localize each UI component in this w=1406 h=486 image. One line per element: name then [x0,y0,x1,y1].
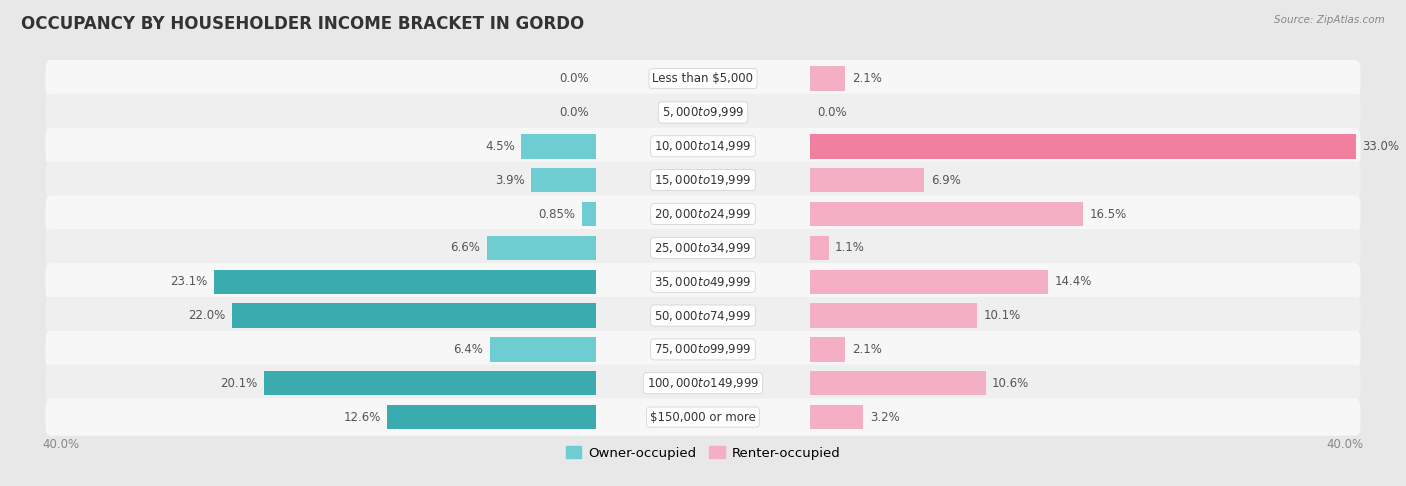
Bar [522,134,596,158]
FancyBboxPatch shape [45,195,1361,233]
Bar [810,405,863,429]
Bar [810,270,1049,294]
Bar [810,337,845,362]
Text: 10.1%: 10.1% [984,309,1021,322]
Text: $20,000 to $24,999: $20,000 to $24,999 [654,207,752,221]
Text: 3.9%: 3.9% [495,174,524,187]
Text: $10,000 to $14,999: $10,000 to $14,999 [654,139,752,153]
Text: Less than $5,000: Less than $5,000 [652,72,754,85]
Text: 33.0%: 33.0% [1362,140,1399,153]
Text: 6.6%: 6.6% [450,242,479,254]
FancyBboxPatch shape [45,399,1361,436]
Text: 14.4%: 14.4% [1054,275,1092,288]
Bar [810,134,1355,158]
Text: $100,000 to $149,999: $100,000 to $149,999 [647,376,759,390]
Bar [810,168,924,192]
Text: 20.1%: 20.1% [219,377,257,390]
FancyBboxPatch shape [45,364,1361,402]
FancyBboxPatch shape [45,263,1361,300]
Text: 0.0%: 0.0% [817,106,846,119]
Text: 1.1%: 1.1% [835,242,865,254]
Text: 3.2%: 3.2% [870,411,900,424]
Text: OCCUPANCY BY HOUSEHOLDER INCOME BRACKET IN GORDO: OCCUPANCY BY HOUSEHOLDER INCOME BRACKET … [21,15,585,33]
Bar [531,168,596,192]
Text: $5,000 to $9,999: $5,000 to $9,999 [662,105,744,120]
Text: 16.5%: 16.5% [1090,208,1126,221]
Text: $15,000 to $19,999: $15,000 to $19,999 [654,173,752,187]
Text: $25,000 to $34,999: $25,000 to $34,999 [654,241,752,255]
Text: 0.0%: 0.0% [560,72,589,85]
FancyBboxPatch shape [45,128,1361,165]
Legend: Owner-occupied, Renter-occupied: Owner-occupied, Renter-occupied [560,441,846,465]
Text: $75,000 to $99,999: $75,000 to $99,999 [654,343,752,356]
Bar [810,67,845,91]
Bar [810,371,986,396]
Bar [810,303,977,328]
Text: 0.0%: 0.0% [560,106,589,119]
Text: $50,000 to $74,999: $50,000 to $74,999 [654,309,752,323]
Text: 40.0%: 40.0% [1327,438,1364,451]
Text: 22.0%: 22.0% [188,309,225,322]
Bar [810,202,1083,226]
Bar [388,405,596,429]
Bar [486,236,596,260]
Bar [214,270,596,294]
Bar [582,202,596,226]
Text: 40.0%: 40.0% [42,438,79,451]
Text: Source: ZipAtlas.com: Source: ZipAtlas.com [1274,15,1385,25]
FancyBboxPatch shape [45,161,1361,199]
FancyBboxPatch shape [45,297,1361,334]
Bar [232,303,596,328]
Bar [263,371,596,396]
Text: 2.1%: 2.1% [852,343,882,356]
Text: 6.4%: 6.4% [453,343,484,356]
Text: $35,000 to $49,999: $35,000 to $49,999 [654,275,752,289]
Text: 2.1%: 2.1% [852,72,882,85]
FancyBboxPatch shape [45,94,1361,131]
Text: 0.85%: 0.85% [538,208,575,221]
Text: 23.1%: 23.1% [170,275,207,288]
Text: 12.6%: 12.6% [343,411,381,424]
Bar [489,337,596,362]
Bar [810,236,828,260]
Text: 6.9%: 6.9% [931,174,960,187]
FancyBboxPatch shape [45,60,1361,97]
Text: 4.5%: 4.5% [485,140,515,153]
FancyBboxPatch shape [45,331,1361,368]
Text: $150,000 or more: $150,000 or more [650,411,756,424]
Text: 10.6%: 10.6% [993,377,1029,390]
FancyBboxPatch shape [45,229,1361,266]
